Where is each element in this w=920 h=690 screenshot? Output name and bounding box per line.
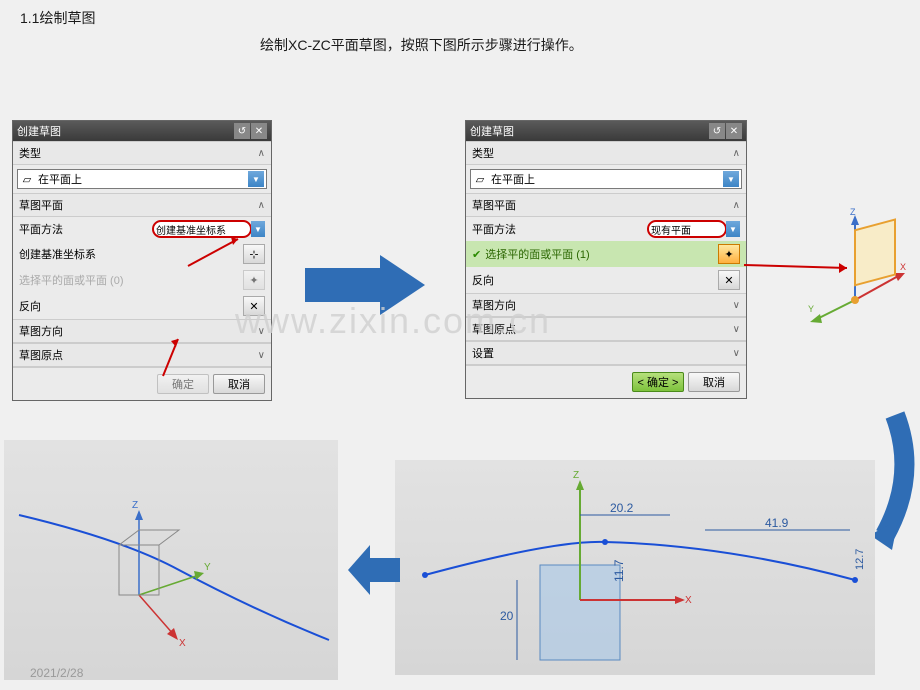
section-plane[interactable]: 草图平面 ∧ bbox=[13, 193, 271, 217]
red-arrow-icon-2 bbox=[113, 331, 183, 381]
cancel-button-2[interactable]: 取消 bbox=[688, 372, 740, 392]
type-value-2: 在平面上 bbox=[491, 171, 723, 187]
section-plane-2[interactable]: 草图平面 ∧ bbox=[466, 193, 746, 217]
step-arrow-right bbox=[300, 250, 430, 320]
chevron-up-icon: ∧ bbox=[733, 200, 740, 211]
reverse-label-2: 反向 bbox=[472, 272, 716, 288]
section-origin-2[interactable]: 草图原点 ∨ bbox=[466, 317, 746, 341]
page-subtitle: 绘制XC-ZC平面草图，按照下图所示步骤进行操作。 bbox=[260, 35, 583, 55]
chevron-down-icon: ▼ bbox=[248, 171, 264, 187]
chevron-up-icon: ∧ bbox=[258, 148, 265, 159]
section-plane-label-2: 草图平面 bbox=[472, 197, 516, 213]
page-heading: 1.1绘制草图 bbox=[20, 8, 95, 28]
chevron-down-icon: ∨ bbox=[733, 324, 740, 335]
dim-d3: 20 bbox=[500, 609, 514, 623]
dialog2-title: 创建草图 bbox=[470, 123, 514, 139]
chevron-down-icon: ∨ bbox=[733, 300, 740, 311]
step-arrow-curve bbox=[870, 405, 920, 555]
svg-text:Z: Z bbox=[850, 207, 856, 217]
plane-method-value-2[interactable]: 现有平面 bbox=[647, 220, 727, 238]
close-icon[interactable]: ✕ bbox=[251, 123, 267, 139]
check-icon: ✔ bbox=[472, 248, 481, 261]
reverse-row: 反向 ✕ bbox=[13, 293, 271, 319]
plane-method-label: 平面方法 bbox=[19, 221, 152, 237]
chevron-up-icon: ∧ bbox=[258, 200, 265, 211]
plane-method-row-2: 平面方法 现有平面 ▼ bbox=[466, 217, 746, 241]
red-arrow-icon bbox=[183, 231, 253, 271]
dialog1-title: 创建草图 bbox=[17, 123, 61, 139]
dialog1-titlebar: 创建草图 ↺ ✕ bbox=[13, 121, 271, 141]
section-origin-label: 草图原点 bbox=[19, 347, 63, 363]
plane-icon: ▱ bbox=[20, 172, 34, 186]
dialog-create-sketch-2: 创建草图 ↺ ✕ 类型∧ ▱ 在平面上 ▼ 草图平面∧ 平面方法 现有平面 ▼ … bbox=[465, 120, 747, 399]
select-plane-label: 选择平的面或平面 (0) bbox=[19, 272, 241, 288]
close-icon[interactable]: ✕ bbox=[726, 123, 742, 139]
type-dropdown-2[interactable]: ▱ 在平面上 ▼ bbox=[470, 169, 742, 189]
dim-d2: 41.9 bbox=[765, 516, 789, 530]
dim-d1: 20.2 bbox=[610, 501, 634, 515]
plane-method-label-2: 平面方法 bbox=[472, 221, 647, 237]
svg-text:X: X bbox=[685, 595, 692, 606]
dim-d4: 11.7 bbox=[612, 559, 626, 582]
dialog2-reset-btn[interactable]: ↺ bbox=[709, 123, 725, 139]
chevron-down-icon: ∨ bbox=[733, 348, 740, 359]
dialog-create-sketch-1: 创建草图 ↺ ✕ 类型∧ ▱ 在平面上 ▼ 草图平面∧ 平面方法 创建基准坐标系… bbox=[12, 120, 272, 401]
chevron-down-icon: ∨ bbox=[258, 326, 265, 337]
dim-d5: 12.7 bbox=[854, 549, 866, 570]
dialog1-reset-btn[interactable]: ↺ bbox=[234, 123, 250, 139]
type-dropdown[interactable]: ▱ 在平面上 ▼ bbox=[17, 169, 267, 189]
sketch-dimensioned: Z X 20.2 41.9 20 11.7 12.7 bbox=[395, 460, 875, 675]
dialog2-titlebar: 创建草图 ↺ ✕ bbox=[466, 121, 746, 141]
section-type[interactable]: 类型 ∧ bbox=[13, 141, 271, 165]
step-arrow-left bbox=[345, 540, 405, 600]
chevron-up-icon: ∧ bbox=[733, 148, 740, 159]
svg-text:Z: Z bbox=[573, 470, 579, 481]
ok-button-2[interactable]: < 确定 > bbox=[632, 372, 684, 392]
svg-text:X: X bbox=[179, 638, 186, 649]
select-plane-btn-2[interactable]: ✦ bbox=[718, 244, 740, 264]
reverse-row-2: 反向 ✕ bbox=[466, 267, 746, 293]
sketch-result: Z Y X bbox=[4, 440, 338, 680]
section-settings[interactable]: 设置 ∨ bbox=[466, 341, 746, 365]
type-value: 在平面上 bbox=[38, 171, 248, 187]
reverse-btn-2[interactable]: ✕ bbox=[718, 270, 740, 290]
section-dir-2[interactable]: 草图方向 ∨ bbox=[466, 293, 746, 317]
dialog2-buttons: < 确定 > 取消 bbox=[466, 365, 746, 398]
svg-text:X: X bbox=[900, 262, 906, 272]
coord-system-3d: Z X Y bbox=[800, 205, 910, 325]
reverse-label: 反向 bbox=[19, 298, 241, 314]
svg-text:Y: Y bbox=[204, 562, 211, 573]
svg-text:Y: Y bbox=[808, 304, 814, 314]
section-type-2[interactable]: 类型 ∧ bbox=[466, 141, 746, 165]
section-plane-label: 草图平面 bbox=[19, 197, 63, 213]
section-type-label-2: 类型 bbox=[472, 145, 494, 161]
section-type-label: 类型 bbox=[19, 145, 41, 161]
chevron-down-icon: ▼ bbox=[723, 171, 739, 187]
chevron-down-icon[interactable]: ▼ bbox=[251, 221, 265, 237]
select-plane-btn: ✦ bbox=[243, 270, 265, 290]
select-plane-label-2: 选择平的面或平面 (1) bbox=[485, 246, 716, 262]
section-settings-label: 设置 bbox=[472, 345, 494, 361]
select-plane-row-2: ✔ 选择平的面或平面 (1) ✦ bbox=[466, 241, 746, 267]
plane-icon: ▱ bbox=[473, 172, 487, 186]
date-footer: 2021/2/28 bbox=[30, 666, 83, 680]
cancel-button[interactable]: 取消 bbox=[213, 374, 265, 394]
section-origin-label-2: 草图原点 bbox=[472, 321, 516, 337]
chevron-down-icon[interactable]: ▼ bbox=[726, 221, 740, 237]
reverse-btn[interactable]: ✕ bbox=[243, 296, 265, 316]
chevron-down-icon: ∨ bbox=[258, 350, 265, 361]
svg-text:Z: Z bbox=[132, 500, 138, 511]
type-dropdown-row-2: ▱ 在平面上 ▼ bbox=[466, 165, 746, 193]
section-dir-label-2: 草图方向 bbox=[472, 297, 516, 313]
type-dropdown-row: ▱ 在平面上 ▼ bbox=[13, 165, 271, 193]
section-dir-label: 草图方向 bbox=[19, 323, 63, 339]
